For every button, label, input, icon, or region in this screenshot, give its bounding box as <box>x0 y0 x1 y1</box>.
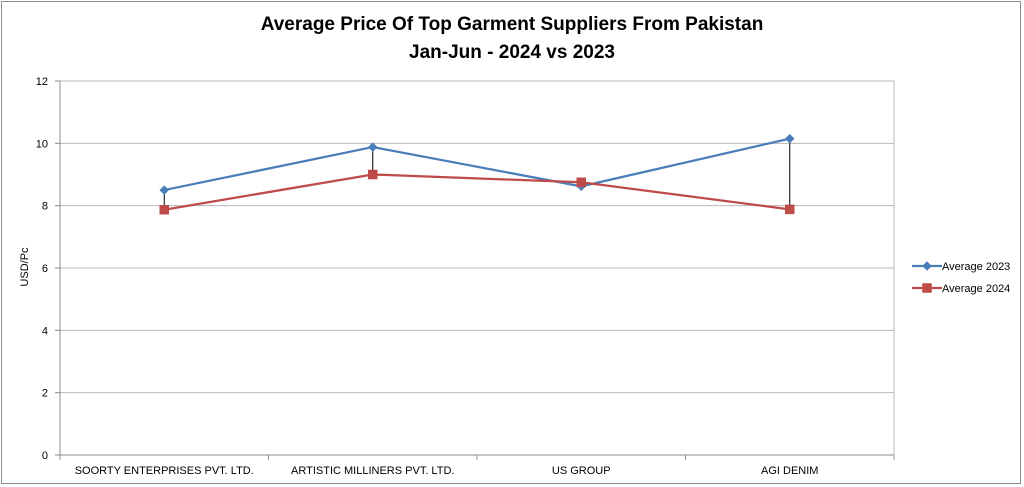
y-tick-label: 10 <box>36 138 48 150</box>
data-point <box>785 204 795 215</box>
y-tick-label: 4 <box>42 325 48 337</box>
series-layer <box>159 133 795 215</box>
x-tick-label: ARTISTIC MILLINERS PVT. LTD. <box>291 465 454 477</box>
axes: 0 2 4 6 8 10 12 SOORTY ENTERPRISES PVT. LTD. ART… <box>36 76 895 477</box>
drop-lines <box>163 138 791 210</box>
data-point <box>576 177 586 188</box>
data-point <box>367 142 378 152</box>
y-tick-label: 12 <box>36 76 48 88</box>
series-2 <box>159 169 795 215</box>
x-tick-label: AGI DENIM <box>761 465 818 477</box>
legend-item: Average 2024 <box>912 283 1010 295</box>
series-line <box>164 137 791 192</box>
legend-label: Average 2023 <box>942 261 1010 273</box>
data-point <box>159 185 170 195</box>
y-axis-title: USD/Pc <box>19 247 31 287</box>
data-point <box>368 169 378 180</box>
legend-label: Average 2024 <box>942 283 1010 295</box>
data-point <box>784 133 795 144</box>
y-tick-label: 6 <box>42 263 48 275</box>
legend-item: Average 2023 <box>912 261 1010 273</box>
legend: Average 2023 Average 2024 <box>912 261 1010 295</box>
y-tick-label: 2 <box>42 388 48 400</box>
chart-subtitle: Jan-Jun - 2024 vs 2023 <box>409 42 615 63</box>
grid-lines <box>60 80 895 456</box>
chart-title: Average Price Of Top Garment Suppliers F… <box>261 14 764 35</box>
y-tick-label: 8 <box>42 201 48 213</box>
data-point <box>159 204 169 215</box>
legend-marker <box>922 283 932 293</box>
x-tick-label: SOORTY ENTERPRISES PVT. LTD. <box>75 465 254 477</box>
x-tick-label: US GROUP <box>552 465 611 477</box>
legend-marker <box>922 261 932 271</box>
series-line <box>164 173 790 211</box>
y-tick-label: 0 <box>42 450 48 462</box>
